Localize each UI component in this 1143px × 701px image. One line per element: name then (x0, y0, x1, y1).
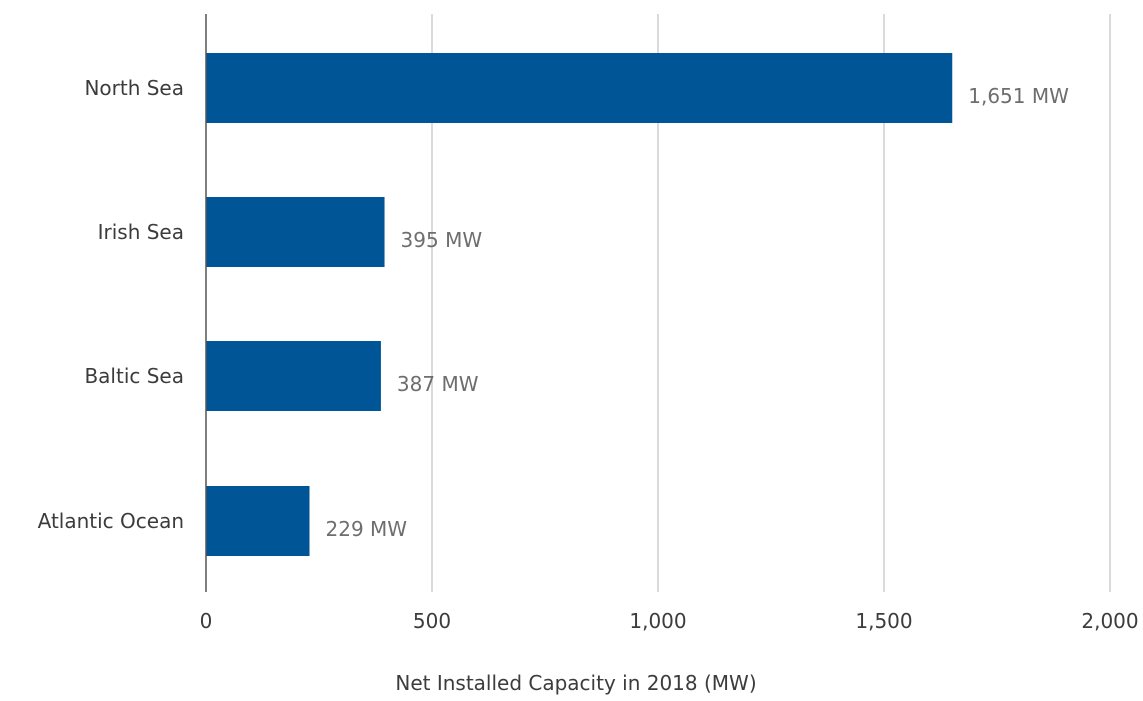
value-labels: 1,651 MW 395 MW 387 MW 229 MW (326, 84, 1070, 541)
bar-baltic-sea (206, 341, 381, 411)
x-tick-labels: 0 500 1,000 1,500 2,000 (200, 609, 1139, 633)
x-tick-label: 0 (200, 609, 213, 633)
value-label: 1,651 MW (968, 84, 1069, 108)
bar-north-sea (206, 53, 953, 123)
bars (206, 53, 953, 556)
category-labels: North Sea Irish Sea Baltic Sea Atlantic Oce… (38, 76, 184, 533)
x-tick-label: 500 (413, 609, 451, 633)
category-label: Irish Sea (98, 220, 184, 244)
bar-irish-sea (206, 197, 385, 267)
x-tick-label: 1,000 (629, 609, 686, 633)
category-label: North Sea (84, 76, 184, 100)
value-label: 229 MW (326, 517, 408, 541)
x-tick-label: 1,500 (855, 609, 912, 633)
value-label: 387 MW (397, 372, 479, 396)
x-axis-title: Net Installed Capacity in 2018 (MW) (395, 671, 756, 695)
category-label: Atlantic Ocean (38, 509, 184, 533)
value-label: 395 MW (401, 228, 483, 252)
bar-atlantic-ocean (206, 486, 310, 556)
category-label: Baltic Sea (84, 364, 184, 388)
x-tick-label: 2,000 (1081, 609, 1138, 633)
